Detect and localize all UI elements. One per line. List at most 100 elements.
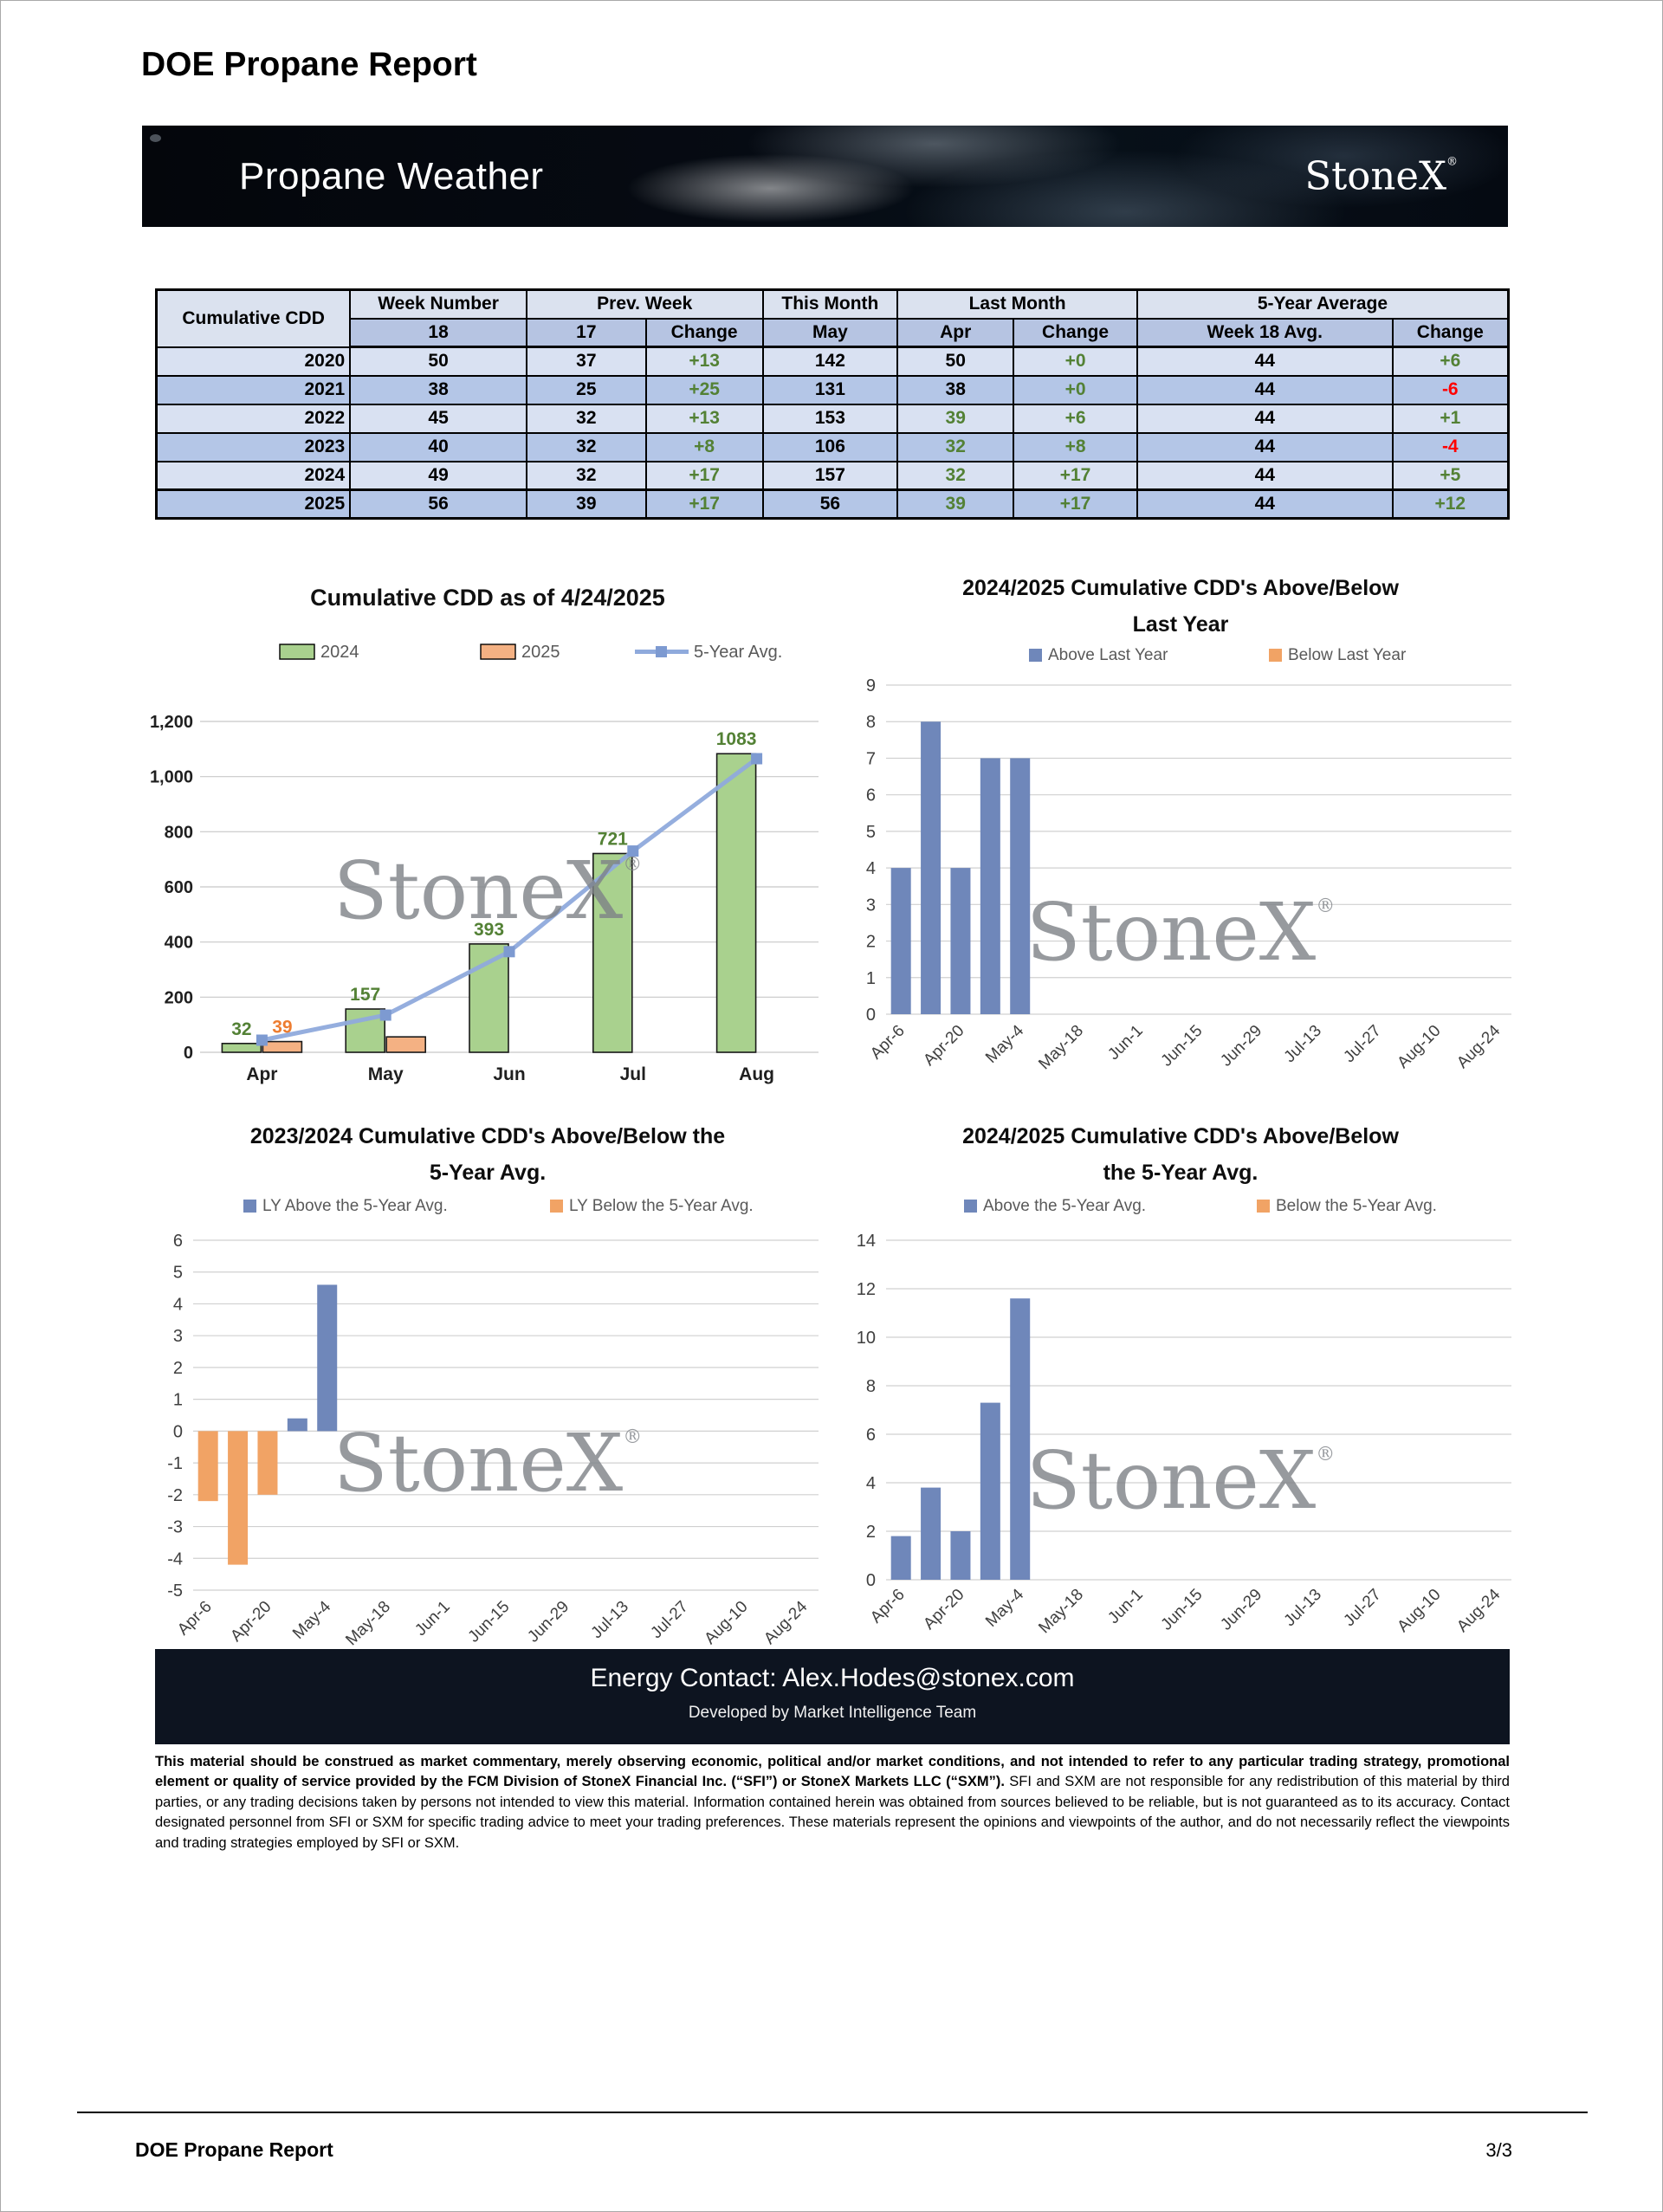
svg-text:Apr-6: Apr-6 [867,1586,909,1627]
svg-text:Jul-13: Jul-13 [588,1598,632,1642]
table-cell: 32 [896,431,1015,462]
svg-text:0: 0 [866,1571,876,1590]
svg-text:Apr-20: Apr-20 [920,1022,967,1070]
svg-text:Last Year: Last Year [1133,612,1229,637]
table-subheaders: 18 17 Change May Apr Change Week 18 Avg. Change [157,317,1510,348]
table-row: 2024 49 32 +17 157 32 +17 44 +5 [155,460,1510,491]
svg-text:May-18: May-18 [1035,1022,1087,1074]
column-group-header: Last Month [896,288,1138,320]
svg-text:2: 2 [173,1359,183,1378]
svg-text:Apr-6: Apr-6 [867,1022,909,1064]
disclaimer-text: This material should be construed as mar… [155,1752,1510,1853]
table-cell: 56 [349,488,527,520]
svg-text:2025: 2025 [521,643,560,662]
column-header: Week 18 Avg. [1136,317,1394,348]
svg-text:LY Above the 5-Year Avg.: LY Above the 5-Year Avg. [262,1197,448,1215]
svg-text:3: 3 [173,1327,183,1346]
table-cell: +5 [1391,460,1510,491]
table-cell: +0 [1013,346,1138,377]
column-group-header: This Month [761,288,899,320]
table-cell: 38 [349,374,527,405]
column-header: Change [1013,317,1138,348]
table-cell: 39 [896,403,1015,434]
svg-text:600: 600 [165,878,193,897]
svg-text:5-Year Avg.: 5-Year Avg. [694,643,782,662]
table-cell: 131 [761,374,899,405]
svg-text:Aug-10: Aug-10 [1394,1586,1444,1636]
table-cell: +17 [1013,460,1138,491]
chart-svg: 2023/2024 Cumulative CDD's Above/Below t… [167,1124,819,1649]
svg-text:6: 6 [866,1426,876,1445]
table-cell: +8 [644,431,764,462]
svg-text:-1: -1 [167,1454,183,1473]
svg-text:Below the 5-Year Avg.: Below the 5-Year Avg. [1276,1197,1437,1215]
table-row: 2020 50 37 +13 142 50 +0 44 +6 [155,346,1510,377]
table-cell: +13 [644,346,764,377]
svg-text:Jun-29: Jun-29 [1217,1022,1265,1070]
column-group-header: Prev. Week [525,288,764,320]
svg-text:-2: -2 [167,1486,183,1505]
table-cell: 32 [525,403,647,434]
svg-text:-5: -5 [167,1581,183,1601]
svg-text:May: May [368,1064,404,1084]
svg-text:32: 32 [231,1019,251,1039]
table-cell: 32 [525,431,647,462]
svg-text:1: 1 [866,969,876,988]
svg-text:Jun-15: Jun-15 [1158,1022,1207,1070]
column-header: Change [1391,317,1510,348]
disclaimer-bold: This material should be construed as mar… [155,1754,1510,1790]
table-cell: 25 [525,374,647,405]
svg-text:2: 2 [866,933,876,952]
star-dot [150,134,161,142]
svg-text:Jun-1: Jun-1 [1104,1586,1146,1627]
table-cell: 45 [349,403,527,434]
table-cell: 39 [525,488,647,520]
table-cell: 44 [1136,431,1394,462]
svg-text:Aug: Aug [739,1064,774,1084]
svg-text:0: 0 [866,1006,876,1025]
svg-text:Jun-29: Jun-29 [1217,1586,1265,1634]
cumulative-cdd-table-wrap: Cumulative CDD Week Number Prev. Week This … [155,288,1510,520]
svg-text:39: 39 [272,1018,292,1038]
table-cell: 32 [525,460,647,491]
svg-text:May-4: May-4 [289,1597,334,1642]
svg-text:Aug-24: Aug-24 [1453,1585,1504,1635]
table-cell: +8 [1013,431,1138,462]
svg-text:Jul-27: Jul-27 [1340,1586,1384,1630]
svg-text:800: 800 [165,823,193,842]
table-cell: +6 [1391,346,1510,377]
svg-text:4: 4 [866,859,876,878]
svg-text:12: 12 [857,1280,876,1299]
svg-text:Jun-1: Jun-1 [411,1598,453,1640]
chart-svg: Cumulative CDD as of 4/24/2025 2024 2025 5-… [150,585,819,1084]
svg-text:2024: 2024 [320,643,359,662]
svg-text:7: 7 [866,749,876,768]
svg-text:9: 9 [866,676,876,695]
svg-text:Above Last Year: Above Last Year [1048,646,1168,664]
svg-text:2024/2025 Cumulative CDD's Abo: 2024/2025 Cumulative CDD's Above/Below [962,1124,1399,1148]
page-title: DOE Propane Report [141,46,477,83]
table-cell: +12 [1391,488,1510,520]
svg-text:0: 0 [184,1044,193,1063]
table-cell: 49 [349,460,527,491]
svg-text:1,000: 1,000 [150,768,193,787]
table-cell: +17 [1013,488,1138,520]
svg-text:2: 2 [866,1523,876,1542]
column-group-header: Week Number [349,288,527,320]
stonex-logo: StoneX® [1304,152,1458,198]
energy-contact: Energy Contact: Alex.Hodes@stonex.com [590,1664,1075,1692]
developed-by: Developed by Market Intelligence Team [688,1704,977,1722]
table-cell: 157 [761,460,899,491]
svg-text:Jun-29: Jun-29 [524,1598,573,1646]
column-group-header: 5-Year Average [1136,288,1510,320]
row-year: 2020 [155,346,352,377]
svg-text:1,200: 1,200 [150,713,193,732]
table-cell: -6 [1391,374,1510,405]
svg-text:393: 393 [474,920,504,940]
svg-text:5: 5 [173,1264,183,1283]
svg-text:Aug-24: Aug-24 [1453,1021,1504,1071]
table-cell: +17 [644,460,764,491]
table-cell: 38 [896,374,1015,405]
table-cell: 50 [896,346,1015,377]
table-cell: +25 [644,374,764,405]
